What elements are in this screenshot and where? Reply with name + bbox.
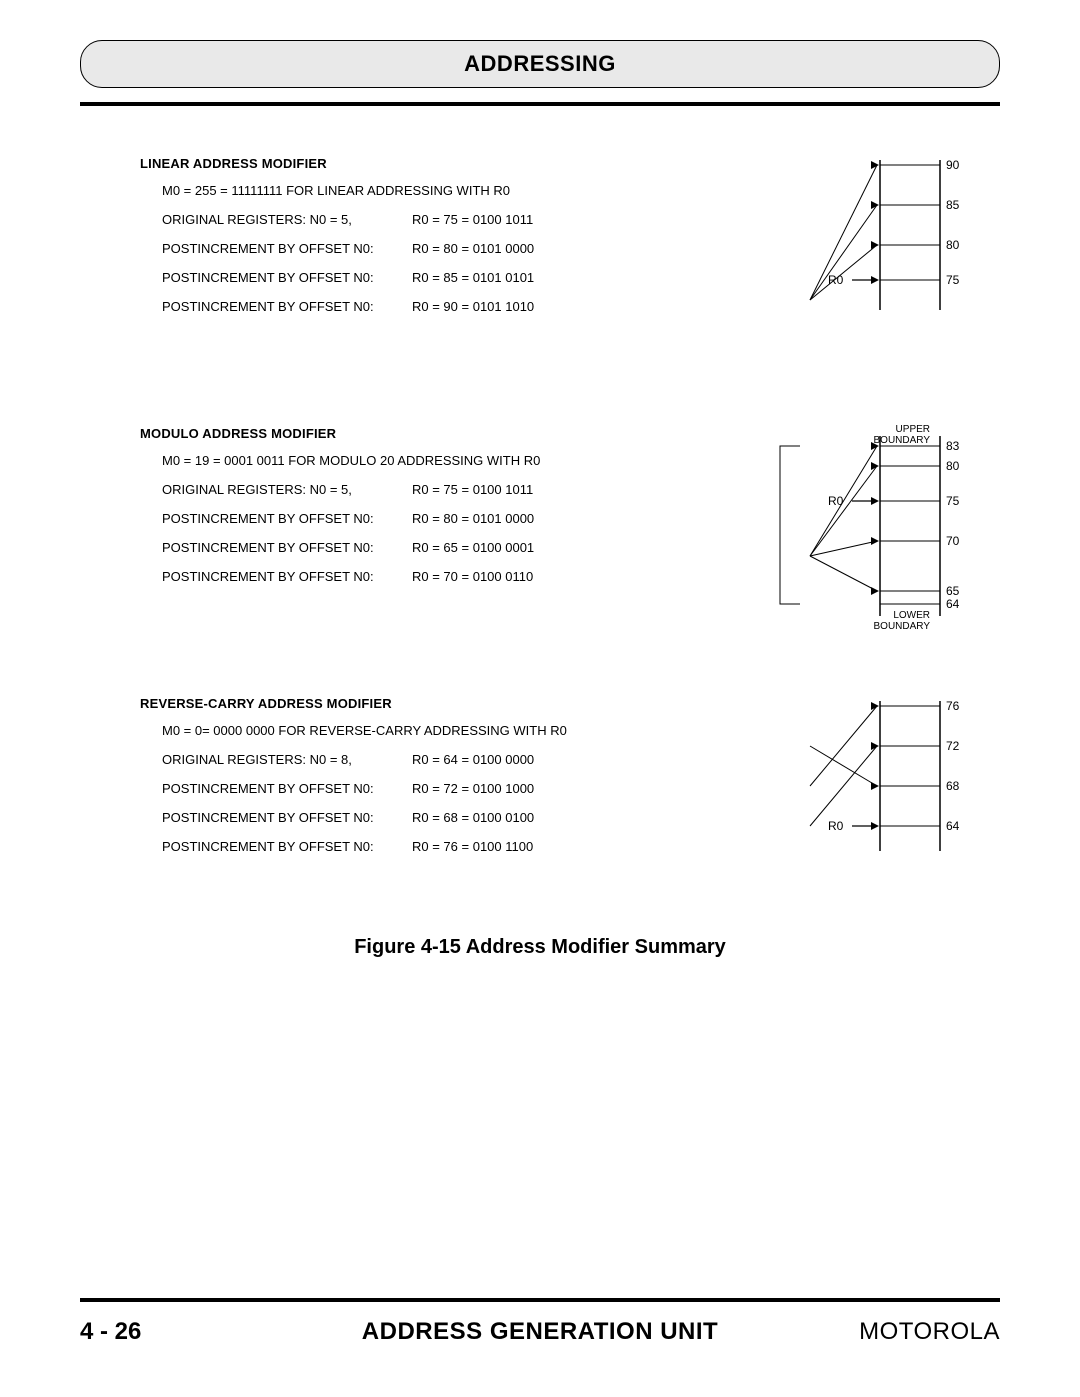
modulo-m0: M0 = 19 = 0001 0011 FOR MODULO 20 ADDRES…: [162, 453, 540, 470]
data-row: POSTINCREMENT BY OFFSET N0:R0 = 68 = 010…: [162, 810, 700, 827]
row-label: POSTINCREMENT BY OFFSET N0:: [162, 810, 412, 827]
row-label: ORIGINAL REGISTERS: N0 = 8,: [162, 752, 412, 769]
row-value: R0 = 70 = 0100 0110: [412, 569, 533, 586]
svg-text:R0: R0: [828, 273, 844, 287]
row-value: R0 = 64 = 0100 0000: [412, 752, 534, 769]
row-label: POSTINCREMENT BY OFFSET N0:: [162, 299, 412, 316]
svg-text:72: 72: [946, 739, 960, 753]
header-rule: [80, 102, 1000, 106]
svg-text:76: 76: [946, 699, 960, 713]
row-label: ORIGINAL REGISTERS: N0 = 5,: [162, 212, 412, 229]
svg-text:65: 65: [946, 584, 960, 598]
row-value: R0 = 85 = 0101 0101: [412, 270, 534, 287]
data-row: ORIGINAL REGISTERS: N0 = 5,R0 = 75 = 010…: [162, 212, 700, 229]
svg-text:85: 85: [946, 198, 960, 212]
data-row: ORIGINAL REGISTERS: N0 = 8,R0 = 64 = 010…: [162, 752, 700, 769]
reverse-section: REVERSE-CARRY ADDRESS MODIFIER M0 = 0= 0…: [140, 696, 700, 867]
page: ADDRESSING LINEAR ADDRESS MODIFIER M0 = …: [80, 40, 1000, 1350]
linear-title: LINEAR ADDRESS MODIFIER: [140, 156, 700, 171]
row-label: POSTINCREMENT BY OFFSET N0:: [162, 241, 412, 258]
reverse-svg: 76 72 68 64 R0: [740, 691, 960, 861]
figure-caption: Figure 4-15 Address Modifier Summary: [80, 936, 1000, 959]
page-header: ADDRESSING: [80, 40, 1000, 88]
reverse-title: REVERSE-CARRY ADDRESS MODIFIER: [140, 696, 700, 711]
row-value: R0 = 65 = 0100 0001: [412, 540, 534, 557]
svg-text:R0: R0: [828, 494, 844, 508]
page-number: 4 - 26: [80, 1318, 280, 1346]
data-row: POSTINCREMENT BY OFFSET N0:R0 = 85 = 010…: [162, 270, 700, 287]
linear-section: LINEAR ADDRESS MODIFIER M0 = 255 = 11111…: [140, 156, 700, 327]
modulo-diagram: 838075706564R0UPPERBOUNDARYLOWERBOUNDARY: [740, 406, 960, 636]
reverse-rows: ORIGINAL REGISTERS: N0 = 8,R0 = 64 = 010…: [140, 752, 700, 856]
linear-svg: 90 85 80 75 R0: [740, 150, 960, 320]
modulo-m0-row: M0 = 19 = 0001 0011 FOR MODULO 20 ADDRES…: [162, 453, 700, 470]
svg-text:BOUNDARY: BOUNDARY: [874, 621, 931, 632]
row-label: POSTINCREMENT BY OFFSET N0:: [162, 270, 412, 287]
row-value: R0 = 90 = 0101 1010: [412, 299, 534, 316]
footer-rule: [80, 1298, 1000, 1302]
row-value: R0 = 72 = 0100 1000: [412, 781, 534, 798]
row-label: POSTINCREMENT BY OFFSET N0:: [162, 781, 412, 798]
svg-text:BOUNDARY: BOUNDARY: [874, 435, 931, 446]
row-value: R0 = 75 = 0100 1011: [412, 482, 533, 499]
row-value: R0 = 75 = 0100 1011: [412, 212, 533, 229]
row-value: R0 = 68 = 0100 0100: [412, 810, 534, 827]
content-area: LINEAR ADDRESS MODIFIER M0 = 255 = 11111…: [80, 156, 1000, 1056]
data-row: ORIGINAL REGISTERS: N0 = 5,R0 = 75 = 010…: [162, 482, 700, 499]
modulo-section: MODULO ADDRESS MODIFIER M0 = 19 = 0001 0…: [140, 426, 700, 597]
svg-text:90: 90: [946, 158, 960, 172]
svg-text:80: 80: [946, 238, 960, 252]
modulo-rows: ORIGINAL REGISTERS: N0 = 5,R0 = 75 = 010…: [140, 482, 700, 586]
svg-text:64: 64: [946, 597, 960, 611]
modulo-title: MODULO ADDRESS MODIFIER: [140, 426, 700, 441]
svg-text:R0: R0: [828, 819, 844, 833]
reverse-diagram: 76 72 68 64 R0: [740, 691, 960, 861]
data-row: POSTINCREMENT BY OFFSET N0:R0 = 76 = 010…: [162, 839, 700, 856]
linear-m0-row: M0 = 255 = 11111111 FOR LINEAR ADDRESSIN…: [162, 183, 700, 200]
svg-text:UPPER: UPPER: [896, 424, 930, 435]
data-row: POSTINCREMENT BY OFFSET N0:R0 = 80 = 010…: [162, 511, 700, 528]
data-row: POSTINCREMENT BY OFFSET N0:R0 = 70 = 010…: [162, 569, 700, 586]
header-title: ADDRESSING: [464, 51, 616, 77]
data-row: POSTINCREMENT BY OFFSET N0:R0 = 72 = 010…: [162, 781, 700, 798]
svg-text:80: 80: [946, 459, 960, 473]
svg-text:83: 83: [946, 439, 960, 453]
row-label: POSTINCREMENT BY OFFSET N0:: [162, 839, 412, 856]
row-label: ORIGINAL REGISTERS: N0 = 5,: [162, 482, 412, 499]
row-label: POSTINCREMENT BY OFFSET N0:: [162, 569, 412, 586]
row-label: POSTINCREMENT BY OFFSET N0:: [162, 540, 412, 557]
svg-text:LOWER: LOWER: [893, 610, 930, 621]
data-row: POSTINCREMENT BY OFFSET N0:R0 = 65 = 010…: [162, 540, 700, 557]
modulo-svg: 838075706564R0UPPERBOUNDARYLOWERBOUNDARY: [740, 406, 960, 636]
row-value: R0 = 80 = 0101 0000: [412, 241, 534, 258]
row-value: R0 = 80 = 0101 0000: [412, 511, 534, 528]
linear-m0: M0 = 255 = 11111111 FOR LINEAR ADDRESSIN…: [162, 183, 510, 200]
linear-rows: ORIGINAL REGISTERS: N0 = 5,R0 = 75 = 010…: [140, 212, 700, 316]
footer-unit: ADDRESS GENERATION UNIT: [280, 1318, 800, 1346]
data-row: POSTINCREMENT BY OFFSET N0:R0 = 80 = 010…: [162, 241, 700, 258]
svg-text:68: 68: [946, 779, 960, 793]
svg-text:70: 70: [946, 534, 960, 548]
svg-text:64: 64: [946, 819, 960, 833]
row-value: R0 = 76 = 0100 1100: [412, 839, 533, 856]
footer-brand: MOTOROLA: [800, 1318, 1000, 1346]
row-label: POSTINCREMENT BY OFFSET N0:: [162, 511, 412, 528]
linear-diagram: 90 85 80 75 R0: [740, 150, 960, 320]
page-footer: 4 - 26 ADDRESS GENERATION UNIT MOTOROLA: [80, 1318, 1000, 1346]
svg-text:75: 75: [946, 494, 960, 508]
data-row: POSTINCREMENT BY OFFSET N0:R0 = 90 = 010…: [162, 299, 700, 316]
reverse-m0: M0 = 0= 0000 0000 FOR REVERSE-CARRY ADDR…: [162, 723, 567, 740]
reverse-m0-row: M0 = 0= 0000 0000 FOR REVERSE-CARRY ADDR…: [162, 723, 700, 740]
svg-text:75: 75: [946, 273, 960, 287]
